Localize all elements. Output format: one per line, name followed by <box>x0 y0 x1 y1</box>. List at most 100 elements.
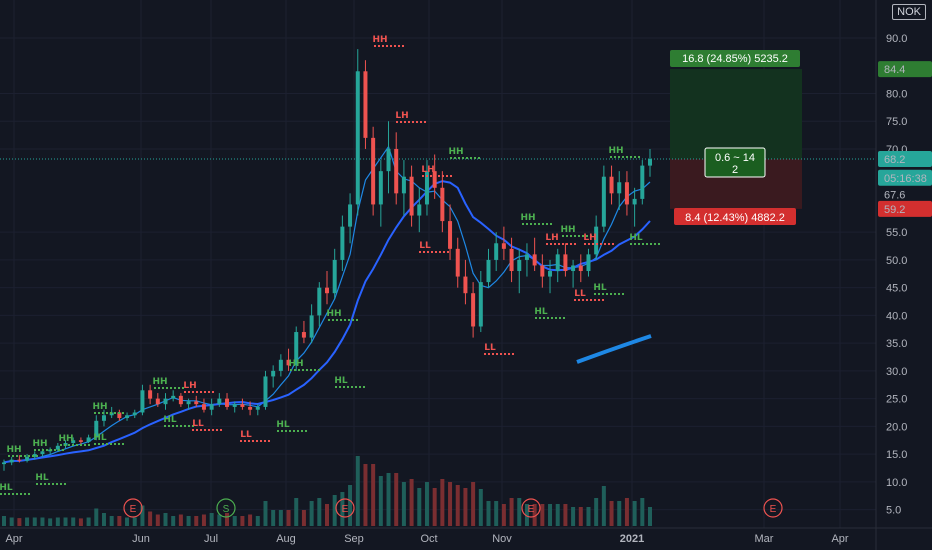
last-price-badge <box>878 186 932 203</box>
candle-body <box>94 420 99 438</box>
y-tick-label: 55.0 <box>886 227 907 239</box>
ratio-label-line1: 0.6 ~ 14 <box>715 152 755 164</box>
swing-label: HL <box>93 433 107 443</box>
volume-bar <box>571 507 576 526</box>
volume-bar <box>448 482 453 526</box>
candle-body <box>9 459 14 463</box>
candle-body <box>217 398 222 405</box>
long-moving-average-line <box>576 334 652 364</box>
candle-body <box>225 398 230 407</box>
volume-bar <box>494 501 499 526</box>
candle-body <box>563 254 568 272</box>
candle-body <box>386 148 391 172</box>
candle-body <box>440 187 445 222</box>
candle-body <box>332 259 337 294</box>
swing-label: LH <box>583 233 596 243</box>
volume-bar <box>286 510 291 526</box>
swing-label: LL <box>192 419 204 429</box>
volume-bar <box>78 518 83 526</box>
volume-bar <box>309 501 314 526</box>
x-tick-label: 2021 <box>620 533 644 545</box>
volume-bar <box>548 504 553 526</box>
swing-label: HL <box>276 420 290 430</box>
candle-body <box>624 182 629 205</box>
swing-label: HH <box>326 309 341 319</box>
volume-bar <box>555 504 560 526</box>
candle-body <box>648 158 652 166</box>
volume-bar <box>32 517 37 526</box>
volume-bar <box>440 479 445 526</box>
volume-bar <box>225 513 230 526</box>
candle-body <box>155 398 160 405</box>
volume-bar <box>348 485 353 526</box>
candle-body <box>409 176 414 216</box>
candle-body <box>317 287 322 316</box>
swing-label: LL <box>240 430 252 440</box>
ratio-label-line2: 2 <box>732 164 738 176</box>
volume-bar <box>601 486 606 526</box>
candle-body <box>248 406 253 410</box>
volume-bar <box>186 516 191 526</box>
swing-label: HL <box>629 233 643 243</box>
last-price-badge-text: 67.6 <box>884 189 905 201</box>
volume-bar <box>263 501 268 526</box>
volume-bar <box>155 514 160 526</box>
x-tick-label: Oct <box>420 533 437 545</box>
candle-body <box>517 259 522 272</box>
candle-body <box>125 415 130 419</box>
volume-bar <box>524 504 529 526</box>
volume-bar <box>340 492 345 526</box>
candle-body <box>378 171 383 205</box>
candle-body <box>294 332 299 366</box>
countdown-price-badge-text: 05:16:38 <box>884 173 927 185</box>
volume-bar <box>17 518 22 526</box>
swing-label: HH <box>608 146 623 156</box>
candle-body <box>240 404 245 407</box>
time-axis[interactable]: Apr Jun Jul Aug Sep Oct Nov 2021 Mar Apr <box>5 533 848 545</box>
volume-bar <box>478 489 483 526</box>
y-tick-label: 30.0 <box>886 366 907 378</box>
volume-bar <box>271 510 276 526</box>
event-marker-label: E <box>528 504 535 515</box>
candle-body <box>501 243 506 249</box>
swing-label: HH <box>58 434 73 444</box>
candle-body <box>148 390 153 399</box>
position-tool[interactable]: 16.8 (24.85%) 5235.2 8.4 (12.43%) 4882.2 0… <box>0 50 876 225</box>
volume-bar <box>578 507 583 526</box>
volume-bar <box>40 517 45 526</box>
price-axis[interactable]: 5.0 10.0 15.0 20.0 25.0 30.0 35.0 40.0 45.0 50.0 5… <box>886 33 907 517</box>
candle-body <box>25 456 30 461</box>
candle-body <box>278 359 283 371</box>
volume-bar <box>294 498 299 526</box>
y-tick-label: 35.0 <box>886 338 907 350</box>
swing-label: HH <box>448 147 463 157</box>
candle-body <box>455 248 460 277</box>
candle-body <box>601 176 606 227</box>
candle-body <box>571 265 576 272</box>
swing-label: LL <box>574 289 586 299</box>
event-marker-s <box>216 498 236 518</box>
candle-body <box>101 415 106 421</box>
candle-body <box>78 440 83 442</box>
candle-body <box>178 395 183 405</box>
swing-label: HH <box>6 445 21 455</box>
volume-bar <box>240 516 245 526</box>
swing-label: LH <box>421 165 434 175</box>
candle-body <box>140 390 145 413</box>
volume-bar <box>94 508 99 526</box>
swing-label: HH <box>288 359 303 369</box>
volume-bar <box>624 498 629 526</box>
x-tick-label: Apr <box>831 533 848 545</box>
event-marker-e <box>521 498 541 518</box>
volume-bar <box>594 498 599 526</box>
y-tick-label: 80.0 <box>886 88 907 100</box>
volume-bar <box>117 516 122 526</box>
volume-bar <box>140 505 145 526</box>
volume-bar <box>101 513 106 526</box>
volume-bar <box>501 504 506 526</box>
candle-body <box>17 459 22 461</box>
candle-body <box>609 176 614 194</box>
volume-bar <box>471 482 476 526</box>
